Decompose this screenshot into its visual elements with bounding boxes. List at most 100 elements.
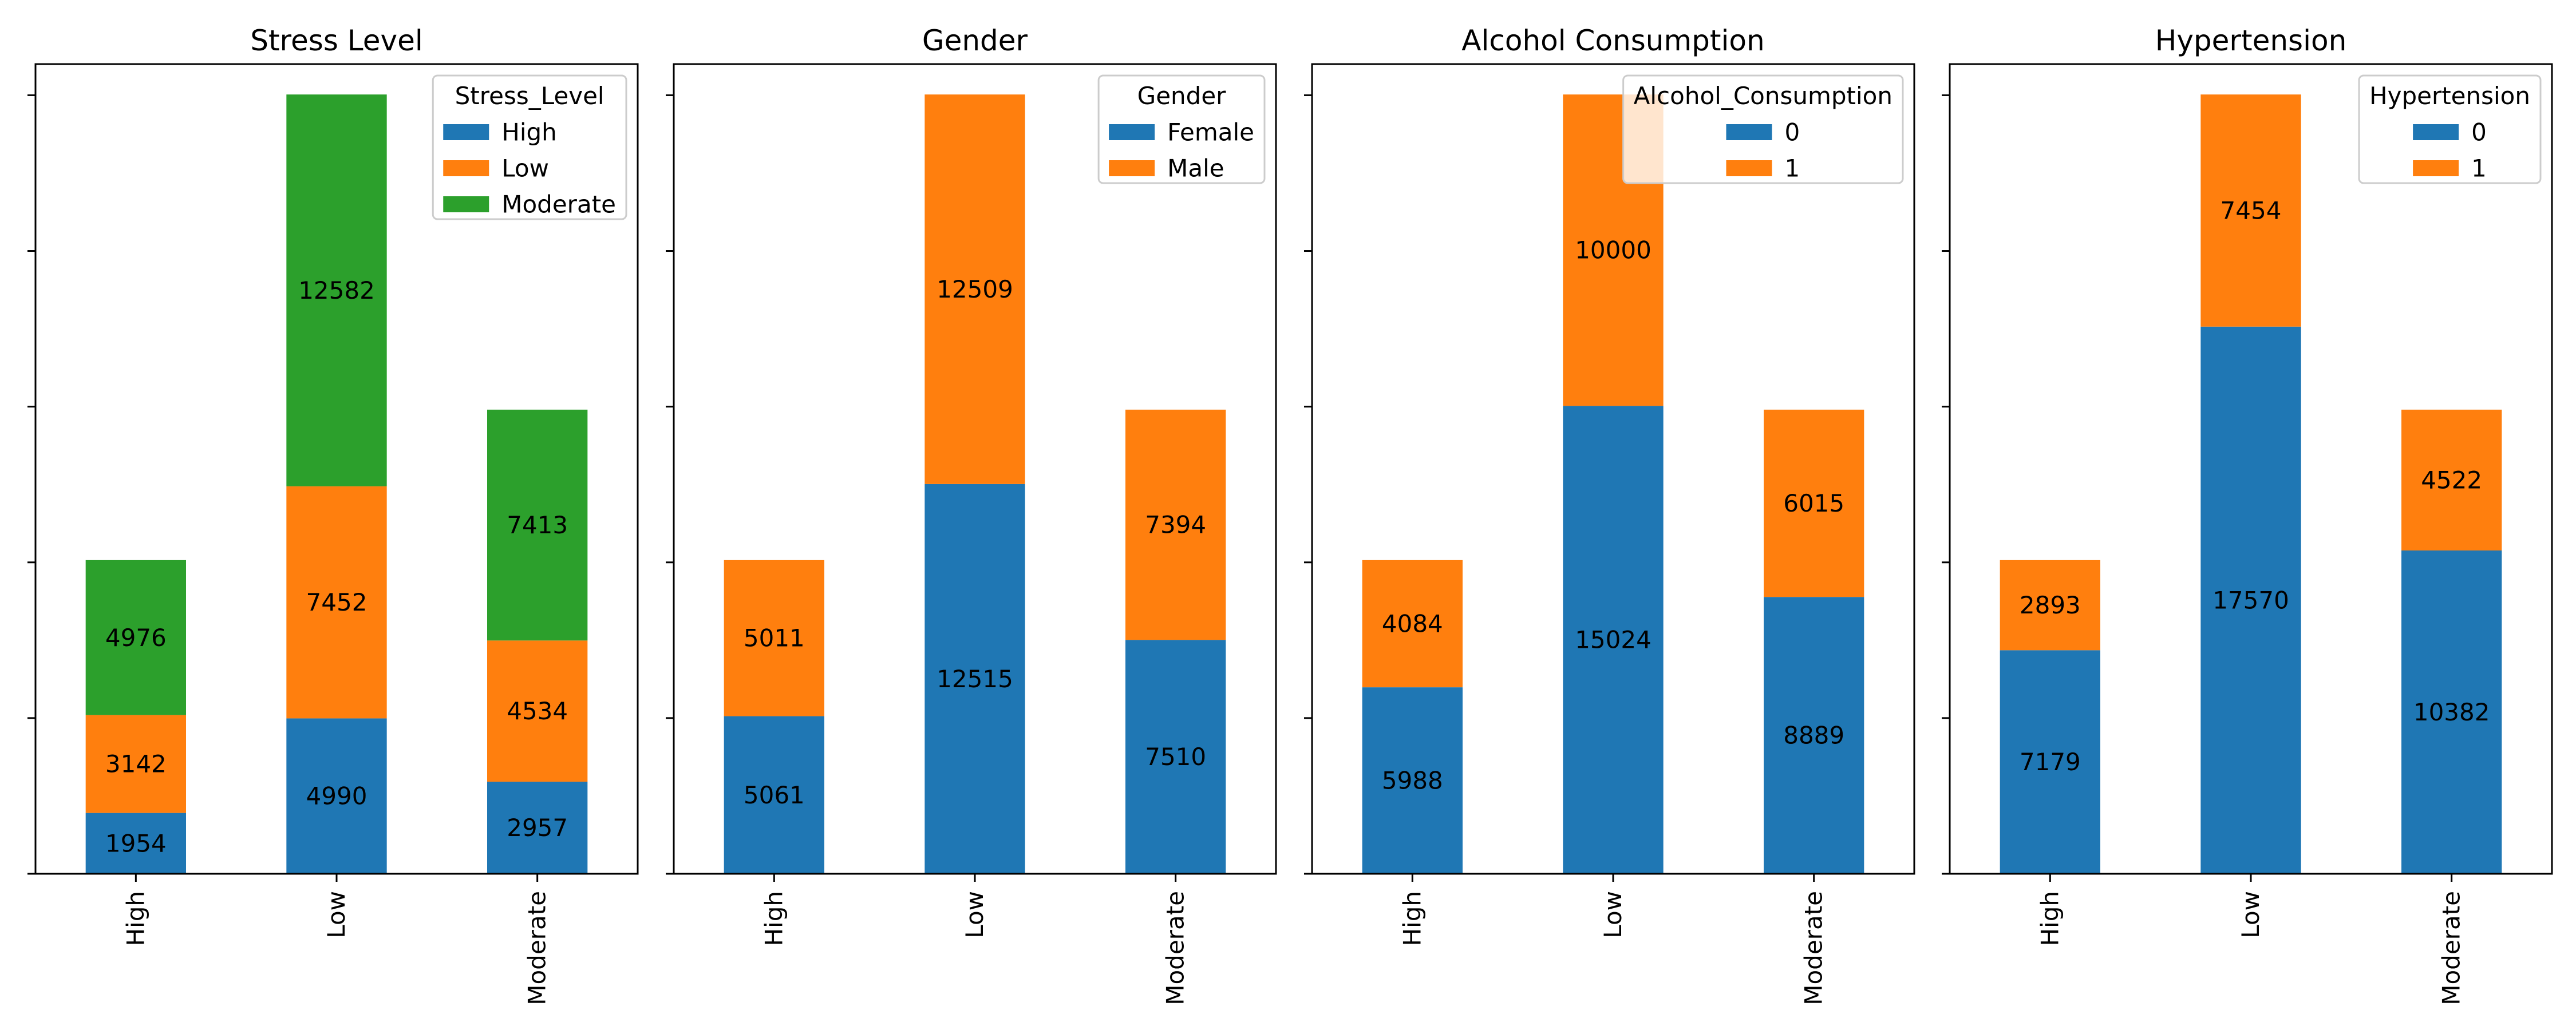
bar-value-label: 10000 bbox=[1575, 236, 1652, 264]
bar-segment bbox=[1362, 560, 1463, 688]
legend-title: Gender bbox=[1137, 82, 1227, 110]
bar-value-label: 2893 bbox=[2020, 591, 2081, 619]
axes-frame bbox=[1311, 63, 1915, 875]
bar-value-label: 7179 bbox=[2020, 748, 2081, 776]
bar-segment bbox=[2000, 560, 2100, 651]
legend-label: Male bbox=[1167, 154, 1224, 183]
bar-segment bbox=[487, 640, 588, 782]
bar-value-label: 10382 bbox=[2413, 698, 2490, 726]
x-tick-label: Moderate bbox=[523, 891, 551, 1005]
chart-panel-2: Alcohol Consumption 5988 4084 High 15024 1000… bbox=[1304, 24, 1915, 1005]
legend-label: Low bbox=[501, 154, 549, 183]
bar-segment bbox=[924, 94, 1025, 484]
bar-value-label: 8889 bbox=[1783, 722, 1844, 750]
legend: Alcohol_Consumption 0 1 bbox=[1622, 74, 1904, 184]
legend: Hypertension 0 1 bbox=[2358, 74, 2542, 184]
bar-segment bbox=[487, 782, 588, 874]
legend-swatch bbox=[443, 196, 489, 212]
bar-value-label: 4976 bbox=[105, 624, 167, 652]
bar-segment bbox=[1563, 406, 1664, 874]
legend-title: Hypertension bbox=[2369, 82, 2530, 110]
x-tick-label: High bbox=[2036, 891, 2064, 946]
legend-label: Moderate bbox=[501, 191, 616, 219]
legend-swatch bbox=[1726, 124, 1772, 140]
legend-swatch bbox=[443, 160, 489, 176]
bar-value-label: 12515 bbox=[937, 665, 1013, 693]
chart-panel-3: Hypertension 7179 2893 High 17570 7454 Low 1038… bbox=[1942, 24, 2553, 1005]
bar-segment bbox=[1764, 409, 1864, 597]
legend-label: 1 bbox=[1784, 154, 1800, 183]
bar-value-label: 12582 bbox=[298, 276, 375, 304]
x-tick-label: High bbox=[121, 891, 149, 946]
chart-title: Hypertension bbox=[2155, 24, 2347, 57]
legend-swatch bbox=[1109, 160, 1155, 176]
axes-frame bbox=[673, 63, 1277, 875]
bar-value-label: 4534 bbox=[507, 697, 568, 725]
legend-frame bbox=[432, 74, 627, 220]
bar-value-label: 4084 bbox=[1382, 609, 1443, 637]
chart-title: Gender bbox=[922, 24, 1028, 57]
legend-title: Alcohol_Consumption bbox=[1634, 82, 1893, 110]
bar-segment bbox=[85, 813, 186, 874]
x-tick-label: High bbox=[760, 891, 788, 946]
legend-swatch bbox=[2413, 124, 2459, 140]
x-tick-label: Low bbox=[2237, 891, 2265, 938]
legend-swatch bbox=[1726, 160, 1772, 176]
bar-segment bbox=[2200, 326, 2301, 874]
chart-panel-0: Stress Level 1954 3142 4976 High 4990 7452 1258… bbox=[27, 24, 639, 1005]
bar-value-label: 7454 bbox=[2221, 196, 2282, 224]
legend-label: 0 bbox=[2471, 118, 2487, 146]
x-tick-label: Low bbox=[322, 891, 350, 938]
x-tick-label: Moderate bbox=[2437, 891, 2466, 1005]
bar-segment bbox=[85, 560, 186, 715]
chart-title: Stress Level bbox=[250, 24, 423, 57]
legend: Stress_Level High Low Moderate bbox=[432, 74, 627, 220]
bar-value-label: 7510 bbox=[1145, 743, 1206, 771]
bar-segment bbox=[286, 486, 387, 719]
bar-segment bbox=[1125, 409, 1226, 640]
x-tick-label: Moderate bbox=[1161, 891, 1190, 1005]
legend-frame bbox=[1097, 74, 1266, 184]
bar-segment bbox=[724, 716, 824, 874]
bar-segment bbox=[487, 409, 588, 641]
bar-segment bbox=[1764, 597, 1864, 874]
x-tick-label: High bbox=[1398, 891, 1426, 946]
legend-swatch bbox=[443, 124, 489, 140]
bar-segment bbox=[2401, 550, 2502, 874]
bar-value-label: 5988 bbox=[1382, 767, 1443, 795]
bar-value-label: 17570 bbox=[2212, 586, 2289, 614]
bar-segment bbox=[1362, 687, 1463, 874]
x-tick-label: Low bbox=[961, 891, 989, 938]
legend-swatch bbox=[2413, 160, 2459, 176]
bar-segment bbox=[286, 94, 387, 486]
bar-value-label: 7394 bbox=[1145, 511, 1206, 539]
bar-segment bbox=[924, 484, 1025, 874]
bar-segment bbox=[85, 715, 186, 813]
legend-label: High bbox=[501, 118, 557, 146]
x-tick-label: Moderate bbox=[1800, 891, 1828, 1005]
bar-value-label: 7413 bbox=[507, 511, 568, 539]
bar-segment bbox=[2401, 409, 2502, 550]
chart-panel-1: Gender 5061 5011 High 12515 12509 Low 7510 7394 M… bbox=[666, 24, 1277, 1005]
bar-segment bbox=[1125, 640, 1226, 874]
bar-value-label: 15024 bbox=[1575, 626, 1652, 654]
axes-frame bbox=[1949, 63, 2553, 875]
bar-value-label: 5011 bbox=[744, 624, 805, 652]
bar-segment bbox=[2200, 94, 2301, 327]
bar-value-label: 12509 bbox=[937, 275, 1013, 303]
axes-frame bbox=[34, 63, 639, 875]
bar-value-label: 3142 bbox=[105, 750, 167, 778]
bar-value-label: 1954 bbox=[105, 829, 167, 857]
bar-segment bbox=[724, 560, 824, 716]
bar-value-label: 2957 bbox=[507, 814, 568, 842]
bar-value-label: 4990 bbox=[306, 782, 368, 810]
bar-value-label: 7452 bbox=[306, 588, 368, 616]
bar-value-label: 6015 bbox=[1783, 489, 1844, 517]
legend-label: 1 bbox=[2471, 154, 2487, 183]
bar-value-label: 5061 bbox=[744, 781, 805, 809]
legend-label: Female bbox=[1167, 118, 1254, 146]
legend-title: Stress_Level bbox=[455, 82, 605, 110]
legend-swatch bbox=[1109, 124, 1155, 140]
x-tick-label: Low bbox=[1599, 891, 1627, 938]
